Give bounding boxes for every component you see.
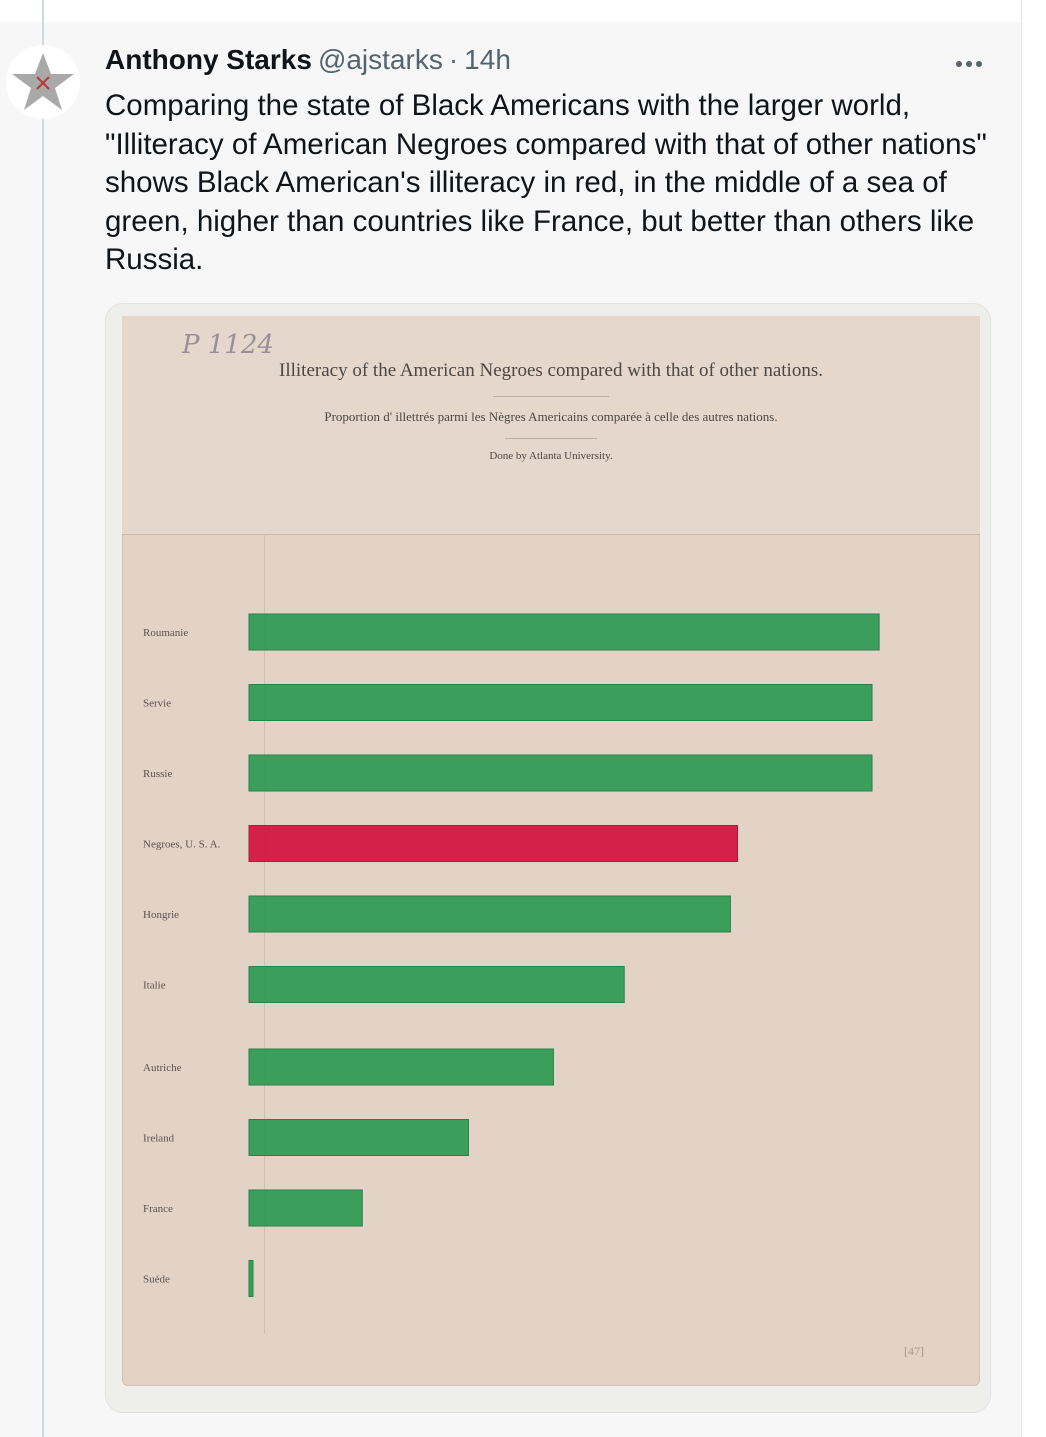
- avatar[interactable]: [6, 45, 80, 119]
- poster-divider: [122, 534, 980, 535]
- category-label: Hongrie: [143, 909, 179, 921]
- more-dot: [966, 61, 972, 67]
- subtitle-rule: [505, 438, 597, 439]
- bar: [248, 754, 873, 792]
- author-name[interactable]: Anthony Starks: [105, 44, 312, 75]
- bar-chart: Roumanie Servie Russie Negroes, U. S. A. Hon…: [143, 613, 880, 1297]
- category-label: Roumanie: [143, 627, 188, 639]
- category-label: Negroes, U. S. A.: [143, 839, 221, 851]
- bar-highlight: [248, 825, 739, 862]
- chart-subtitle: Proportion d' illettrés parmi les Nègres…: [324, 409, 778, 424]
- more-options-icon[interactable]: [956, 52, 988, 76]
- bar: [248, 895, 731, 933]
- separator-dot: ·: [448, 44, 459, 75]
- bar: [248, 966, 625, 1003]
- chart-credit: Done by Atlanta University.: [489, 450, 613, 462]
- tweet-time[interactable]: 14h: [464, 44, 511, 75]
- author-handle[interactable]: @ajstarks: [317, 44, 443, 75]
- tweet-media[interactable]: P 1124 Illiteracy of the American Negroe…: [105, 303, 991, 1413]
- bar: [248, 1119, 469, 1156]
- title-rule: [493, 396, 609, 397]
- timeline-border: [1021, 0, 1022, 1437]
- category-label: Autriche: [143, 1062, 182, 1074]
- bar: [248, 613, 880, 651]
- bar: [248, 684, 873, 721]
- bar: [248, 1189, 363, 1227]
- category-label: France: [143, 1203, 173, 1215]
- more-dot: [976, 61, 982, 67]
- more-dot: [956, 61, 962, 67]
- category-label: Ireland: [143, 1133, 175, 1145]
- thread-line: [42, 0, 44, 1437]
- previous-tweet-area: [0, 0, 1022, 22]
- bar: [248, 1048, 554, 1086]
- poster-header-area: [122, 316, 980, 534]
- page-number: [47]: [904, 1344, 924, 1358]
- chart-axis-line: [264, 534, 265, 1334]
- poster-paper: P 1124 Illiteracy of the American Negroe…: [122, 316, 980, 1386]
- chart-title: Illiteracy of the American Negroes compa…: [279, 360, 823, 381]
- category-label: Suéde: [143, 1274, 170, 1286]
- category-label: Servie: [143, 698, 171, 710]
- bar: [248, 1260, 254, 1297]
- star-icon: [12, 53, 74, 110]
- category-label: Russie: [143, 768, 172, 780]
- pencil-note: P 1124: [182, 330, 274, 360]
- category-label: Italie: [143, 980, 166, 992]
- tweet-header: Anthony Starks @ajstarks · 14h: [105, 44, 511, 76]
- tweet-text: Comparing the state of Black Americans w…: [105, 89, 987, 276]
